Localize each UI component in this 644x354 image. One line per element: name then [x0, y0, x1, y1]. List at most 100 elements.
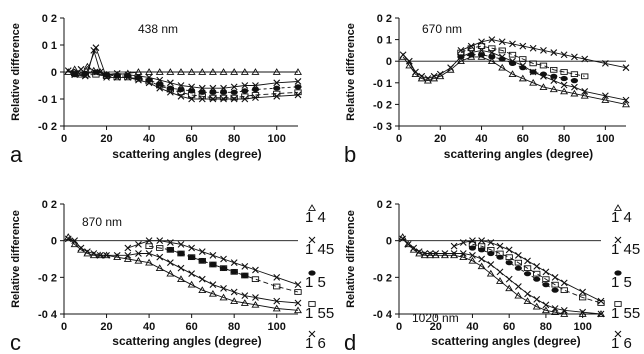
- data-point: [230, 94, 238, 101]
- data-point: [166, 269, 175, 277]
- data-point: [541, 306, 550, 314]
- data-point: [230, 83, 238, 91]
- data-point: [467, 52, 475, 58]
- data-point: [432, 250, 440, 257]
- data-point: [505, 275, 513, 283]
- x-tick-label: 80: [228, 321, 240, 333]
- data-point: [519, 56, 527, 62]
- x-tick-label: 100: [268, 321, 286, 333]
- data-point: [560, 306, 568, 314]
- series-1-55: [457, 43, 589, 80]
- data-point: [103, 74, 110, 81]
- data-point: [240, 299, 249, 306]
- data-point: [70, 70, 79, 77]
- legend-label: 1 6: [305, 335, 326, 352]
- data-point: [145, 250, 153, 257]
- legend-marker: [614, 330, 622, 338]
- data-point: [539, 62, 548, 69]
- data-point: [514, 251, 522, 259]
- data-point: [166, 247, 174, 253]
- data-point: [134, 75, 143, 82]
- data-point: [542, 268, 550, 276]
- data-point: [540, 47, 547, 54]
- data-point: [134, 256, 143, 264]
- data-point: [219, 94, 228, 101]
- panel-letter: a: [10, 142, 23, 167]
- data-point: [102, 73, 111, 79]
- x-tick-label: 80: [540, 321, 552, 333]
- data-point: [252, 294, 259, 301]
- data-point: [477, 52, 486, 58]
- y-tick-label: -0 2: [38, 121, 57, 133]
- x-tick-label: 80: [558, 133, 570, 145]
- data-point: [220, 95, 227, 103]
- data-point: [550, 77, 558, 85]
- data-point: [496, 250, 504, 257]
- data-point: [529, 69, 537, 75]
- data-point: [134, 68, 143, 75]
- data-point: [597, 310, 605, 318]
- data-point: [514, 283, 522, 290]
- y-tick-label: -0 2: [373, 272, 392, 284]
- data-point: [64, 67, 72, 75]
- data-point: [488, 45, 496, 52]
- data-point: [252, 94, 259, 102]
- data-point: [156, 245, 164, 251]
- data-point: [155, 264, 164, 272]
- data-point: [467, 42, 475, 50]
- data-point: [601, 96, 610, 103]
- x-tick-label: 80: [228, 133, 240, 145]
- x-tick-label: 100: [268, 133, 286, 145]
- data-point: [478, 255, 486, 263]
- data-point: [578, 294, 587, 301]
- data-point: [177, 275, 185, 283]
- series-1-55: [145, 243, 302, 295]
- data-point: [198, 275, 206, 283]
- data-point: [579, 288, 587, 296]
- x-tick-label: 20: [100, 133, 112, 145]
- x-tick-label: 100: [573, 321, 591, 333]
- legend-entry: 1 45: [611, 236, 640, 258]
- legend-2: 1 4 1 45 1 5 1 55 1 6: [611, 204, 640, 352]
- data-point: [187, 92, 196, 98]
- legend-marker: [614, 204, 622, 211]
- x-tick-label: 40: [143, 321, 155, 333]
- data-point: [198, 257, 206, 264]
- data-point: [488, 36, 496, 43]
- data-point: [294, 68, 302, 75]
- data-point: [505, 246, 513, 254]
- series-line: [74, 46, 299, 100]
- data-point: [294, 299, 302, 307]
- legend-label: 1 55: [611, 305, 640, 322]
- data-point: [145, 78, 153, 85]
- data-point: [155, 68, 164, 75]
- x-tick-label: 40: [143, 133, 155, 145]
- legend-label: 1 4: [305, 209, 326, 226]
- data-point: [81, 72, 89, 80]
- data-point: [135, 76, 142, 84]
- legend-label: 1 4: [611, 209, 632, 226]
- y-axis-label: Relative difference: [10, 210, 22, 308]
- data-point: [219, 265, 228, 271]
- data-point: [187, 254, 196, 261]
- y-tick-label: 0 1: [42, 40, 57, 52]
- chart-panel-b: 0 20 40 60 80 100 0 2 0 1 0 -0 1 -0 2 -0 3 670 nm sca…: [344, 13, 630, 167]
- data-point: [550, 73, 558, 79]
- legend-label: 1 45: [305, 241, 334, 258]
- data-point: [188, 244, 196, 252]
- data-point: [459, 250, 467, 257]
- legend-entry: 1 55: [305, 301, 334, 322]
- data-point: [177, 89, 185, 96]
- x-tick-label: 60: [517, 133, 529, 145]
- series-1-5: [457, 52, 579, 84]
- data-point: [251, 276, 260, 283]
- data-point: [477, 43, 486, 49]
- data-point: [519, 42, 527, 50]
- data-point: [209, 251, 217, 259]
- data-point: [198, 95, 206, 103]
- y-tick-label: 0 1: [377, 35, 392, 47]
- data-point: [469, 251, 476, 259]
- data-point: [230, 68, 239, 75]
- data-point: [410, 244, 418, 252]
- data-point: [418, 72, 426, 80]
